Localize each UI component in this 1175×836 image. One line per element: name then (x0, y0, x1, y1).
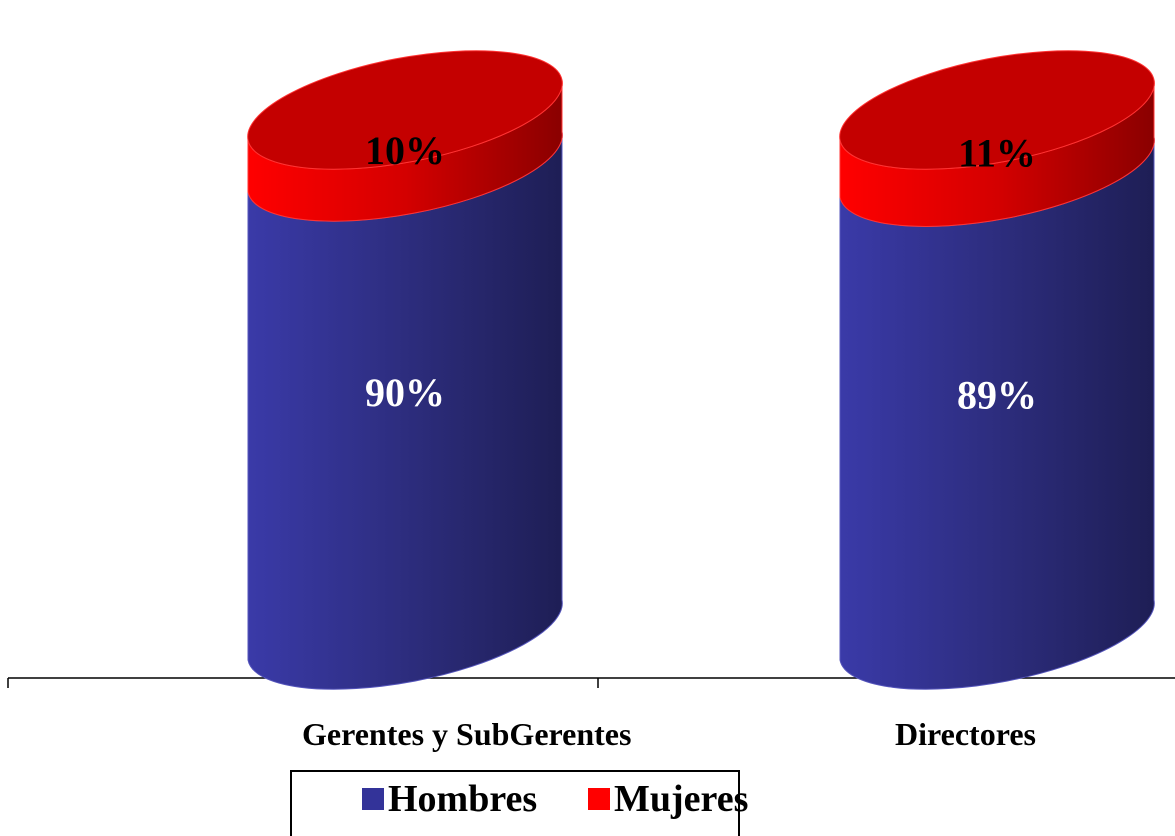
data-label-mujeres: 11% (958, 131, 1036, 176)
legend-swatch-hombres (362, 788, 384, 810)
legend: Hombres Mujeres (290, 770, 748, 836)
legend-label-hombres: Hombres (388, 778, 538, 820)
bars: 90% 10% 89% 11% (247, 50, 1155, 690)
legend-swatch-mujeres (588, 788, 610, 810)
legend-item-hombres: Hombres (362, 780, 537, 818)
category-labels: Gerentes y SubGerentes Directores (302, 716, 1036, 752)
legend-item-mujeres: Mujeres (588, 780, 748, 818)
category-label: Directores (895, 716, 1036, 752)
data-label-hombres: 89% (957, 373, 1037, 418)
bar-top-cap (839, 50, 1155, 170)
data-label-hombres: 90% (365, 370, 445, 415)
legend-label-mujeres: Mujeres (614, 778, 749, 820)
data-label-mujeres: 10% (365, 128, 445, 173)
bar-top-cap (247, 50, 563, 170)
category-label: Gerentes y SubGerentes (302, 716, 631, 752)
